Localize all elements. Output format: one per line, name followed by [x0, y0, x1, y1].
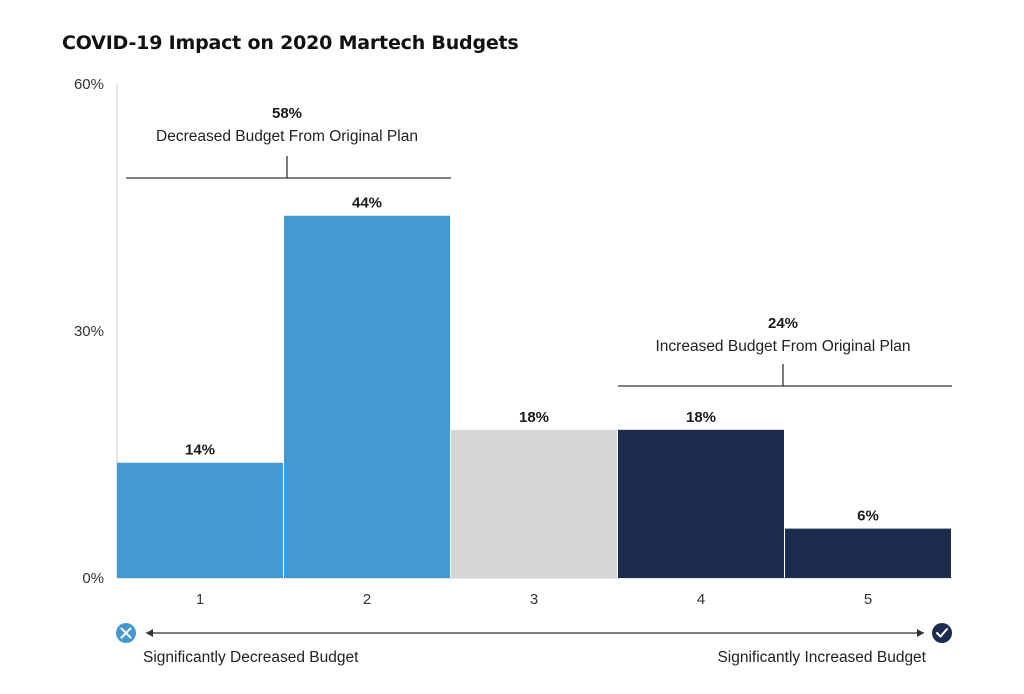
bar: [451, 429, 617, 578]
group-value-label: 24%: [768, 315, 798, 332]
scale-right-label: Significantly Increased Budget: [717, 649, 926, 666]
x-tick-label: 5: [864, 591, 872, 608]
x-tick-label: 4: [697, 591, 705, 608]
bar-value-label: 44%: [352, 195, 382, 212]
bar-value-label: 18%: [686, 409, 716, 426]
check-circle-icon-mark: [936, 628, 948, 638]
x-circle-icon: [116, 623, 136, 643]
group-value-label: 58%: [272, 105, 302, 122]
value-labels: 14% 44% 18% 18% 6%: [185, 195, 879, 525]
group-annotations: 58% Decreased Budget From Original Plan 24…: [126, 105, 952, 387]
y-tick-label: 0%: [82, 570, 104, 587]
x-tick-label: 1: [196, 591, 204, 608]
bar-value-label: 6%: [857, 508, 879, 525]
check-circle-icon-bg: [932, 623, 952, 643]
x-tick-label: 3: [530, 591, 538, 608]
bars: [117, 215, 951, 578]
x-circle-icon-mark: [120, 627, 132, 639]
scale-arrow-right-head: [917, 629, 924, 637]
bar: [785, 528, 951, 578]
y-tick-label: 30%: [74, 323, 104, 340]
chart-title: COVID-19 Impact on 2020 Martech Budgets: [62, 32, 519, 54]
scale-arrow-left-head: [146, 629, 153, 637]
bar-value-label: 14%: [185, 442, 215, 459]
check-circle-icon: [932, 623, 952, 643]
budget-scale: Significantly Decreased Budget Significan…: [116, 623, 952, 666]
bar: [284, 215, 450, 578]
bar: [618, 429, 784, 578]
bar-value-label: 18%: [519, 409, 549, 426]
bar: [117, 462, 283, 578]
group-label: Decreased Budget From Original Plan: [156, 128, 418, 145]
y-tick-label: 60%: [74, 76, 104, 93]
x-tick-labels: 1 2 3 4 5: [196, 591, 872, 608]
x-tick-label: 2: [363, 591, 371, 608]
group-label: Increased Budget From Original Plan: [655, 338, 910, 355]
scale-left-label: Significantly Decreased Budget: [143, 649, 359, 666]
